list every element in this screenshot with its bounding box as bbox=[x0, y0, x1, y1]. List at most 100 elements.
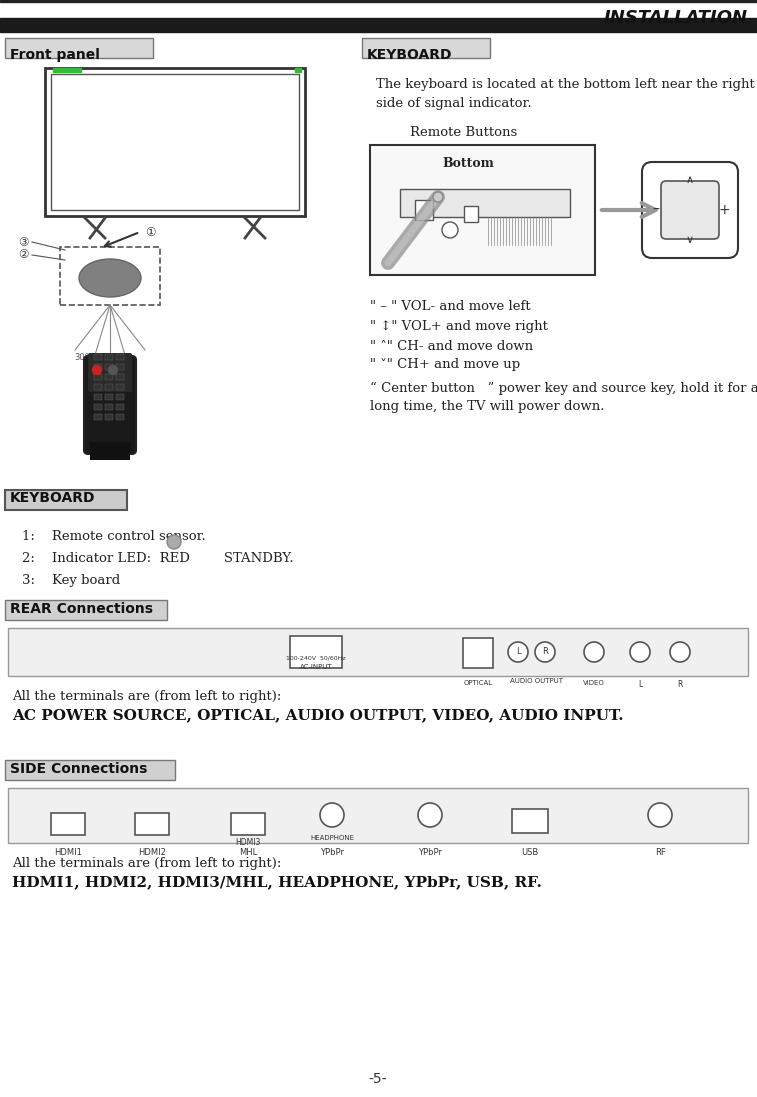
Bar bbox=[135, 813, 169, 835]
Bar bbox=[105, 374, 113, 380]
Bar bbox=[94, 364, 102, 370]
Bar bbox=[8, 788, 748, 842]
FancyBboxPatch shape bbox=[84, 357, 136, 454]
Bar bbox=[105, 384, 113, 391]
Bar bbox=[370, 145, 595, 275]
Circle shape bbox=[584, 642, 604, 661]
FancyBboxPatch shape bbox=[88, 353, 132, 392]
Text: " – " VOL- and move left: " – " VOL- and move left bbox=[370, 299, 531, 313]
Bar bbox=[60, 247, 160, 305]
Bar bbox=[290, 636, 342, 668]
Text: side of signal indicator.: side of signal indicator. bbox=[376, 97, 531, 110]
Text: HDMI2: HDMI2 bbox=[138, 848, 166, 857]
Bar bbox=[94, 374, 102, 380]
Bar bbox=[94, 384, 102, 391]
Text: REAR Connections: REAR Connections bbox=[10, 602, 153, 617]
Text: 2:    Indicator LED:  RED        STANDBY.: 2: Indicator LED: RED STANDBY. bbox=[22, 552, 294, 565]
FancyBboxPatch shape bbox=[642, 162, 738, 258]
Text: USB: USB bbox=[522, 848, 539, 857]
Text: 1:    Remote control sensor.: 1: Remote control sensor. bbox=[22, 530, 206, 543]
Bar bbox=[94, 354, 102, 360]
Circle shape bbox=[442, 222, 458, 238]
Bar bbox=[116, 394, 124, 400]
Bar bbox=[5, 760, 175, 780]
Text: All the terminals are (from left to right):: All the terminals are (from left to righ… bbox=[12, 857, 282, 870]
Bar bbox=[8, 627, 748, 676]
Text: ③: ③ bbox=[18, 236, 29, 249]
Circle shape bbox=[108, 365, 117, 374]
Text: HDMI1, HDMI2, HDMI3/MHL, HEADPHONE, YPbPr, USB, RF.: HDMI1, HDMI2, HDMI3/MHL, HEADPHONE, YPbP… bbox=[12, 875, 542, 889]
Text: RF: RF bbox=[655, 848, 665, 857]
Circle shape bbox=[167, 535, 181, 548]
Circle shape bbox=[630, 642, 650, 661]
Text: AUDIO OUTPUT: AUDIO OUTPUT bbox=[509, 678, 562, 685]
Bar bbox=[105, 414, 113, 420]
Text: All the terminals are (from left to right):: All the terminals are (from left to righ… bbox=[12, 690, 282, 703]
Text: YPbPr: YPbPr bbox=[418, 848, 442, 857]
Text: -5-: -5- bbox=[369, 1072, 388, 1086]
Bar bbox=[94, 394, 102, 400]
Text: ②: ② bbox=[18, 249, 29, 261]
Text: VIDEO: VIDEO bbox=[583, 680, 605, 686]
Bar bbox=[400, 189, 570, 217]
Bar bbox=[105, 354, 113, 360]
Circle shape bbox=[320, 803, 344, 827]
Circle shape bbox=[418, 803, 442, 827]
Text: KEYBOARD: KEYBOARD bbox=[367, 48, 453, 63]
Bar bbox=[51, 813, 85, 835]
Text: Remote Buttons: Remote Buttons bbox=[410, 126, 517, 139]
Bar bbox=[295, 68, 301, 72]
Text: HEADPHONE: HEADPHONE bbox=[310, 835, 354, 841]
Text: ∧: ∧ bbox=[686, 176, 694, 185]
Text: –: – bbox=[653, 203, 659, 217]
Text: 100-240V  50/60Hz: 100-240V 50/60Hz bbox=[286, 656, 346, 661]
Bar bbox=[5, 490, 127, 510]
Text: HDMI1: HDMI1 bbox=[54, 848, 82, 857]
Bar bbox=[116, 414, 124, 420]
Text: " ↕" VOL+ and move right: " ↕" VOL+ and move right bbox=[370, 320, 548, 333]
Text: AC POWER SOURCE, OPTICAL, AUDIO OUTPUT, VIDEO, AUDIO INPUT.: AC POWER SOURCE, OPTICAL, AUDIO OUTPUT, … bbox=[12, 708, 624, 722]
Bar bbox=[116, 404, 124, 410]
Text: Front panel: Front panel bbox=[10, 48, 100, 63]
Circle shape bbox=[433, 192, 443, 202]
Bar bbox=[464, 206, 478, 222]
Text: OPTICAL: OPTICAL bbox=[463, 680, 493, 686]
Text: 30°: 30° bbox=[75, 353, 89, 362]
Text: L: L bbox=[638, 680, 642, 689]
Bar bbox=[94, 414, 102, 420]
Bar bbox=[362, 38, 490, 58]
Bar bbox=[415, 200, 433, 220]
Text: 3:    Key board: 3: Key board bbox=[22, 574, 120, 587]
Bar bbox=[45, 68, 305, 216]
Bar bbox=[90, 442, 130, 460]
Text: long time, the TV will power down.: long time, the TV will power down. bbox=[370, 400, 605, 412]
Bar bbox=[51, 73, 299, 210]
Bar bbox=[5, 600, 167, 620]
Bar bbox=[116, 384, 124, 391]
Text: " ˅" CH+ and move up: " ˅" CH+ and move up bbox=[370, 358, 520, 371]
Circle shape bbox=[508, 642, 528, 661]
Text: MHL: MHL bbox=[239, 848, 257, 857]
Text: ∨: ∨ bbox=[686, 235, 694, 245]
Text: +: + bbox=[718, 203, 730, 217]
Bar bbox=[116, 364, 124, 370]
Bar bbox=[116, 374, 124, 380]
Circle shape bbox=[92, 365, 101, 374]
FancyBboxPatch shape bbox=[661, 181, 719, 239]
Text: Bottom: Bottom bbox=[442, 157, 494, 170]
Text: The keyboard is located at the bottom left near the right: The keyboard is located at the bottom le… bbox=[376, 78, 755, 91]
Text: " ˄" CH- and move down: " ˄" CH- and move down bbox=[370, 340, 533, 353]
Text: R: R bbox=[542, 647, 548, 656]
Text: AC-INPUT: AC-INPUT bbox=[300, 664, 332, 670]
Bar bbox=[105, 394, 113, 400]
Text: YPbPr: YPbPr bbox=[320, 848, 344, 857]
Bar bbox=[231, 813, 265, 835]
Text: KEYBOARD: KEYBOARD bbox=[10, 491, 95, 505]
Bar bbox=[53, 68, 81, 72]
Bar bbox=[463, 638, 493, 668]
Bar bbox=[5, 38, 153, 58]
Bar bbox=[512, 808, 548, 833]
Text: 30°: 30° bbox=[103, 357, 117, 365]
Bar bbox=[116, 354, 124, 360]
Bar bbox=[94, 404, 102, 410]
